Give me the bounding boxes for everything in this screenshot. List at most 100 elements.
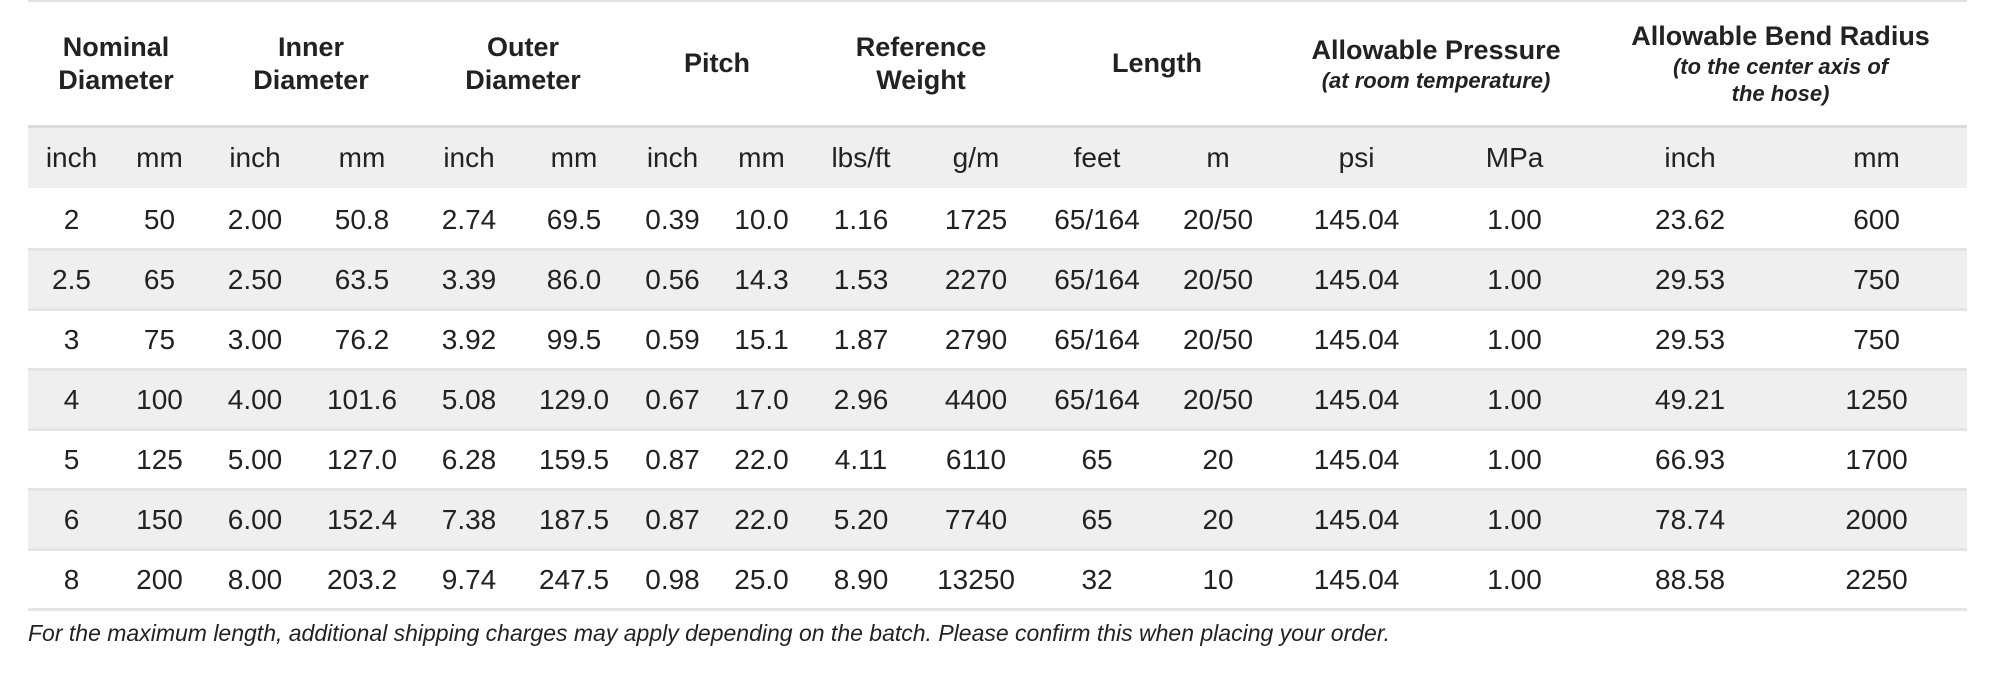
unit-label: mm [306,125,418,191]
unit-label: mm [717,125,807,191]
cell: 8.00 [204,549,306,611]
cell: 8.90 [806,549,917,611]
group-title: Inner Diameter [253,31,369,95]
cell: 76.2 [306,309,418,371]
header-row: Nominal Diameter Inner Diameter Outer Diam… [28,1,1968,127]
unit-label: inch [418,125,520,191]
cell: 49.21 [1594,369,1787,431]
cell: 5.00 [204,429,306,491]
cell: 0.59 [628,309,717,371]
cell: 1.00 [1435,189,1595,251]
unit-label: psi [1278,125,1436,191]
cell: 20 [1158,489,1279,551]
cell: 6 [28,489,115,551]
group-subtitle: (at room temperature) [1321,67,1551,93]
cell: 66.93 [1594,429,1787,491]
group-title: Reference Weight [855,31,987,95]
unit-label: g/m [916,125,1037,191]
cell: 65 [1036,489,1159,551]
cell: 2 [28,189,115,251]
cell: 1.00 [1435,549,1595,611]
table-body: Nominal Diameter Inner Diameter Outer Diam… [28,1,1968,611]
cell: 100 [115,369,204,431]
cell: 145.04 [1278,189,1436,251]
group-header: Nominal Diameter [28,1,204,127]
unit-label: lbs/ft [806,125,917,191]
group-header: Pitch [628,1,807,127]
cell: 5.08 [418,369,520,431]
cell: 10.0 [717,189,807,251]
cell: 63.5 [306,249,418,311]
cell: 125 [115,429,204,491]
cell: 5 [28,429,115,491]
cell: 0.39 [628,189,717,251]
cell: 20/50 [1158,369,1279,431]
cell: 15.1 [717,309,807,371]
cell: 129.0 [520,369,628,431]
cell: 3 [28,309,115,371]
cell: 6.28 [418,429,520,491]
spec-table: Nominal Diameter Inner Diameter Outer Diam… [28,0,1968,611]
cell: 29.53 [1594,249,1787,311]
cell: 187.5 [520,489,628,551]
cell: 3.00 [204,309,306,371]
cell: 2.50 [204,249,306,311]
cell: 2.74 [418,189,520,251]
cell: 2.5 [28,249,115,311]
cell: 17.0 [717,369,807,431]
group-header: Reference Weight [806,1,1037,127]
cell: 50.8 [306,189,418,251]
cell: 3.92 [418,309,520,371]
cell: 2.00 [204,189,306,251]
cell: 159.5 [520,429,628,491]
data-row: 3 75 3.00 76.2 3.92 99.5 0.59 15.1 1.87 2790 65/16… [28,309,1968,371]
footnote: For the maximum length, additional shipp… [28,620,1391,646]
group-title: Nominal Diameter [58,31,174,95]
group-header: Allowable Pressure (at room temperature) [1278,1,1595,127]
cell: 4400 [916,369,1037,431]
cell: 200 [115,549,204,611]
cell: 65 [115,249,204,311]
group-title: Allowable Pressure [1311,34,1561,65]
data-row: 2.5 65 2.50 63.5 3.39 86.0 0.56 14.3 1.53 2270 65/… [28,249,1968,311]
cell: 2000 [1786,489,1968,551]
cell: 1.16 [806,189,917,251]
cell: 600 [1786,189,1968,251]
cell: 0.56 [628,249,717,311]
cell: 750 [1786,309,1968,371]
cell: 20/50 [1158,249,1279,311]
cell: 145.04 [1278,489,1436,551]
cell: 99.5 [520,309,628,371]
cell: 50 [115,189,204,251]
unit-label: inch [28,125,115,191]
cell: 247.5 [520,549,628,611]
cell: 145.04 [1278,249,1436,311]
cell: 20/50 [1158,189,1279,251]
data-row: 4 100 4.00 101.6 5.08 129.0 0.67 17.0 2.96 4400 65… [28,369,1968,431]
data-row: 8 200 8.00 203.2 9.74 247.5 0.98 25.0 8.90 13250 3… [28,549,1968,611]
unit-label: feet [1036,125,1159,191]
unit-label: inch [628,125,717,191]
unit-label: mm [1786,125,1968,191]
group-header: Length [1036,1,1279,127]
cell: 2250 [1786,549,1968,611]
cell: 152.4 [306,489,418,551]
cell: 750 [1786,249,1968,311]
group-header: Outer Diameter [418,1,628,127]
cell: 101.6 [306,369,418,431]
cell: 4.00 [204,369,306,431]
unit-label: MPa [1435,125,1595,191]
cell: 145.04 [1278,369,1436,431]
cell: 25.0 [717,549,807,611]
unit-label: mm [520,125,628,191]
cell: 22.0 [717,489,807,551]
group-title: Length [1112,48,1203,78]
cell: 1250 [1786,369,1968,431]
cell: 150 [115,489,204,551]
group-header: Inner Diameter [204,1,418,127]
cell: 6.00 [204,489,306,551]
cell: 1725 [916,189,1037,251]
cell: 22.0 [717,429,807,491]
cell: 20 [1158,429,1279,491]
